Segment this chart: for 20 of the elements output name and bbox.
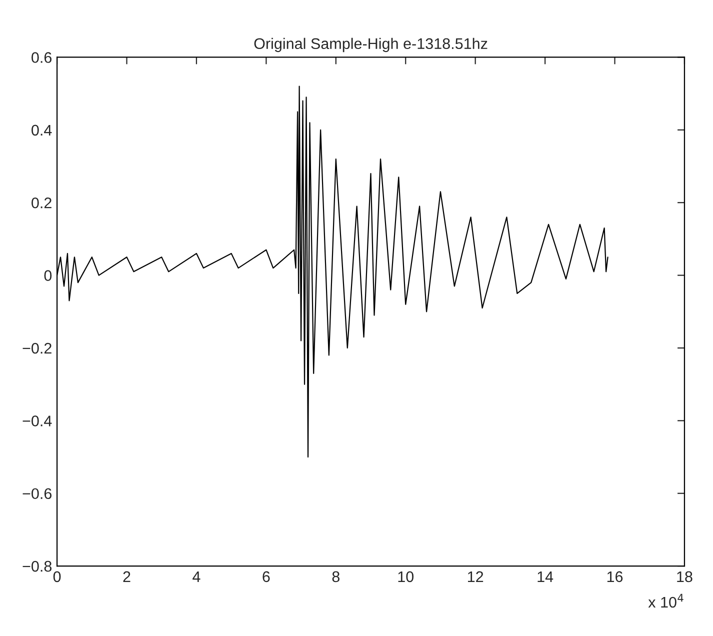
x-tick-label: 14 <box>538 571 554 582</box>
x-tick-label: 16 <box>607 571 623 582</box>
text: x 10$^{4}$ <box>648 594 684 608</box>
y-tick-label: −0.6 <box>22 488 52 500</box>
y-tick-label: −0.2 <box>22 342 52 354</box>
x-tick-label: 12 <box>468 571 484 582</box>
x-tick-label: 4 <box>192 571 200 582</box>
y-tick-label: 0 <box>44 270 52 281</box>
chart-title: Original Sample-High e-1318.51hz <box>254 38 488 52</box>
y-tick-label: −0.8 <box>22 560 52 572</box>
x-tick-label: 0 <box>53 571 61 582</box>
y-tick-label: 0.6 <box>32 52 52 63</box>
y-tick-label: 0.4 <box>32 124 52 136</box>
y-tick-label: −0.4 <box>22 416 52 426</box>
x-tick-label: 10 <box>398 571 414 582</box>
x-tick-label: 18 <box>677 571 692 582</box>
x-tick-label: 6 <box>262 571 270 582</box>
x-tick-label: 2 <box>123 571 130 582</box>
x-tick-label: 8 <box>332 571 340 582</box>
y-tick-label: 0.2 <box>32 197 52 208</box>
